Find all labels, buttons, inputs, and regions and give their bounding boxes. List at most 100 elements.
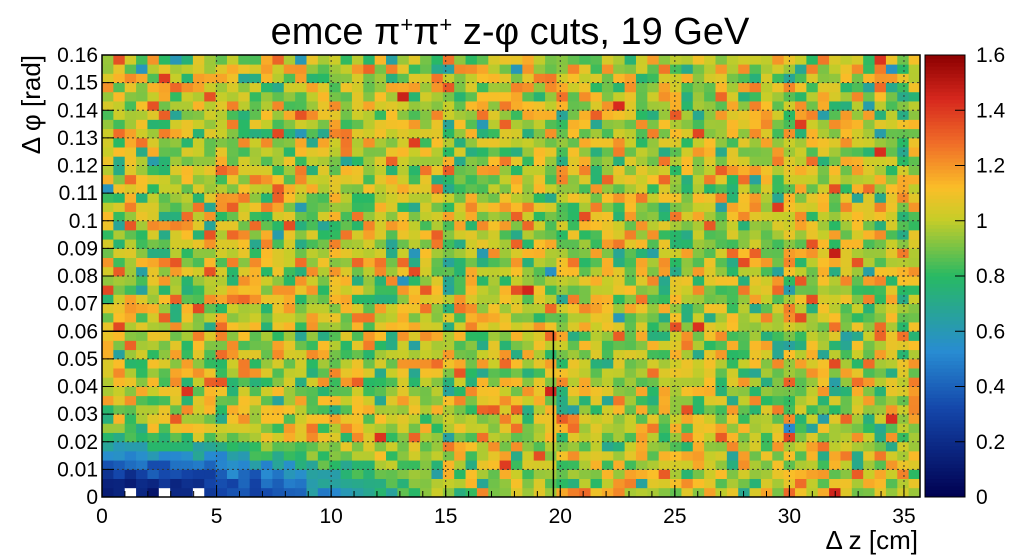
heatmap-cell [454,137,466,148]
heatmap-cell [738,386,750,397]
heatmap-cell [420,478,432,489]
heatmap-cell [863,460,875,470]
heatmap-cell [238,119,251,130]
heatmap-cell [488,257,501,268]
heatmap-cell [692,156,705,166]
heatmap-cell [124,248,137,258]
heatmap-cell [533,377,546,387]
heatmap-cell [476,266,489,277]
heatmap-cell [363,257,376,268]
heatmap-cell [102,386,114,397]
heatmap-cell [590,285,603,295]
heatmap-cell [692,450,705,461]
heatmap-cell [454,395,466,406]
heatmap-cell [829,358,841,369]
heatmap-cell [442,322,455,332]
heatmap-cell [658,248,671,258]
heatmap-cell [215,101,228,111]
heatmap-cell [874,478,887,489]
heatmap-cell [635,82,648,93]
heatmap-cell [249,257,262,268]
heatmap-cell [522,441,535,452]
heatmap-cell [635,349,648,360]
palette-step [925,312,965,318]
heatmap-cell [272,487,285,498]
heatmap-cell [420,229,432,240]
heatmap-cell [386,441,398,452]
heatmap-cell [760,211,773,222]
heatmap-cell [124,432,137,443]
heatmap-cell [715,193,728,203]
heatmap-cell [624,156,637,166]
heatmap-cell [363,156,376,166]
heatmap-cell [363,404,376,415]
heatmap-cell [181,147,194,157]
heatmap-cell [556,110,569,120]
heatmap-cell [908,294,921,305]
heatmap-cell [522,64,535,74]
heatmap-cell [408,377,421,387]
heatmap-cell [533,285,546,295]
heatmap-cell [192,386,205,397]
heatmap-cell [420,349,432,360]
heatmap-cell [374,165,387,176]
palette-step [925,430,965,435]
heatmap-cell [442,165,455,176]
palette-step [925,393,965,399]
heatmap-cell [772,128,785,139]
heatmap-cell [579,322,591,332]
heatmap-cell [806,395,819,406]
heatmap-cell [499,487,512,498]
heatmap-cell [567,312,580,323]
heatmap-cell [397,312,410,323]
heatmap-cell [420,257,432,268]
heatmap-cell [408,110,421,120]
heatmap-cell [147,395,160,406]
heatmap-cell [488,368,501,378]
heatmap-cell [351,276,364,286]
palette-step [925,434,965,439]
heatmap-cell [840,110,853,120]
heatmap-cell [226,257,239,268]
heatmap-cell [170,165,182,176]
heatmap-cell [113,469,126,479]
heatmap-cell [249,165,262,176]
heatmap-cell [795,432,807,443]
heatmap-cell [351,395,364,406]
heatmap-cell [397,340,410,351]
heatmap-cell [795,478,807,489]
heatmap-cell [329,478,341,489]
heatmap-cell [374,183,387,194]
heatmap-cell [226,193,239,203]
heatmap-cell [181,55,194,65]
heatmap-cell [715,211,728,222]
heatmap-cell [692,64,705,74]
heatmap-cell [851,91,864,102]
heatmap-cell [102,211,114,222]
heatmap-cell [499,82,512,93]
heatmap-cell [851,377,864,387]
heatmap-cell [136,349,148,360]
heatmap-cell [851,147,864,157]
heatmap-cell [147,101,160,111]
heatmap-cell [249,101,262,111]
heatmap-cell [147,322,160,332]
heatmap-cell [499,183,512,194]
heatmap-cell [692,303,705,314]
heatmap-cell [431,322,444,332]
heatmap-cell [726,450,739,461]
heatmap-cell [476,257,489,268]
heatmap-cell [772,368,785,378]
heatmap-cell [386,414,398,424]
heatmap-cell [215,441,228,452]
heatmap-cell [511,82,523,93]
heatmap-cell [908,266,921,277]
heatmap-cell [817,193,830,203]
heatmap-cell [215,183,228,194]
heatmap-cell [635,229,648,240]
heatmap-cell [749,432,762,443]
palette-step [925,327,965,332]
heatmap-cell [840,285,853,295]
heatmap-cell [533,478,546,489]
heatmap-cell [704,110,716,120]
